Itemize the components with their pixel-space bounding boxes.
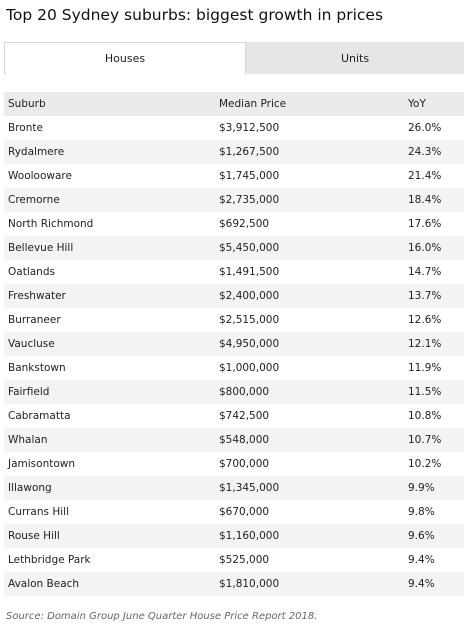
table-cell: $2,735,000 bbox=[215, 188, 404, 212]
table-cell: 16.0% bbox=[404, 236, 464, 260]
table-cell: 17.6% bbox=[408, 218, 442, 230]
table-cell: $1,267,500 bbox=[215, 140, 404, 164]
table-cell: 9.4% bbox=[408, 554, 435, 566]
table-cell: $4,950,000 bbox=[215, 332, 404, 356]
table-cell: 9.6% bbox=[404, 524, 464, 548]
table-cell: $692,500 bbox=[219, 218, 270, 230]
table-cell: 11.9% bbox=[408, 362, 442, 374]
table-cell: 26.0% bbox=[408, 122, 442, 134]
tab[interactable]: Units bbox=[246, 42, 464, 74]
table-cell: 10.2% bbox=[408, 458, 442, 470]
table-cell: Jamisontown bbox=[8, 458, 76, 470]
table-cell: Currans Hill bbox=[8, 506, 69, 518]
table-cell: Fairfield bbox=[4, 380, 215, 404]
table-row: Rydalmere $1,267,500 24.3% bbox=[4, 140, 464, 164]
table-cell: $800,000 bbox=[215, 380, 404, 404]
table-cell: 10.8% bbox=[408, 410, 442, 422]
table: Suburb Median Price YoY Bronte $3,912,500… bbox=[4, 92, 464, 596]
table-cell: $742,500 bbox=[219, 410, 270, 422]
table-cell: 11.5% bbox=[404, 380, 464, 404]
table-cell: $1,491,500 bbox=[219, 266, 280, 278]
source: Source: Domain Group June Quarter House … bbox=[6, 611, 318, 622]
table-cell: 18.4% bbox=[404, 188, 464, 212]
table-cell: 9.8% bbox=[408, 506, 435, 518]
table-cell: $2,515,000 bbox=[219, 314, 280, 326]
table-cell: $1,160,000 bbox=[215, 524, 404, 548]
table-body: Bronte $3,912,500 26.0% Rydalmere $1,267,500… bbox=[4, 116, 464, 596]
table-row: Fairfield $800,000 11.5% bbox=[4, 380, 464, 404]
table-cell: 12.6% bbox=[408, 314, 442, 326]
table-cell: Freshwater bbox=[4, 284, 215, 308]
table-cell: Cremorne bbox=[4, 188, 215, 212]
table-cell: 24.3% bbox=[404, 140, 464, 164]
table-cell: 13.7% bbox=[404, 284, 464, 308]
table-row: Bellevue Hill $5,450,000 16.0% bbox=[4, 236, 464, 260]
table-cell: Bankstown bbox=[8, 362, 66, 374]
table-row: Rouse Hill $1,160,000 9.6% bbox=[4, 524, 464, 548]
table-cell: Lethbridge Park bbox=[8, 554, 91, 566]
table-row: Cremorne $2,735,000 18.4% bbox=[4, 188, 464, 212]
table-cell: $525,000 bbox=[219, 554, 270, 566]
table-cell: $1,810,000 bbox=[215, 572, 404, 596]
table-row: Bronte $3,912,500 26.0% bbox=[4, 116, 464, 140]
table-cell: $670,000 bbox=[219, 506, 270, 518]
tab[interactable]: Houses bbox=[4, 42, 246, 74]
table-cell: 21.4% bbox=[408, 170, 442, 182]
table-row: Freshwater $2,400,000 13.7% bbox=[4, 284, 464, 308]
table-row: Jamisontown $700,000 10.2% bbox=[4, 452, 464, 476]
table-row: Avalon Beach $1,810,000 9.4% bbox=[4, 572, 464, 596]
title: Top 20 Sydney suburbs: biggest growth in… bbox=[6, 6, 384, 24]
table-row: Cabramatta $742,500 10.8% bbox=[4, 404, 464, 428]
table-row: Bankstown $1,000,000 11.9% bbox=[4, 356, 464, 380]
header-row: Suburb Median Price YoY bbox=[4, 92, 464, 116]
tab-bar: Houses Units bbox=[4, 42, 464, 74]
table-cell: Cabramatta bbox=[8, 410, 71, 422]
table-cell: Woolooware bbox=[8, 170, 72, 182]
table-cell: $5,450,000 bbox=[215, 236, 404, 260]
table-cell: Vaucluse bbox=[4, 332, 215, 356]
table-cell: $548,000 bbox=[215, 428, 404, 452]
table-cell: 9.4% bbox=[404, 572, 464, 596]
table-cell: Oatlands bbox=[8, 266, 55, 278]
table-row: Currans Hill $670,000 9.8% bbox=[4, 500, 464, 524]
header-cell: Suburb bbox=[4, 92, 215, 116]
table-row: Oatlands $1,491,500 14.7% bbox=[4, 260, 464, 284]
table-cell: $2,400,000 bbox=[215, 284, 404, 308]
table-cell: Rouse Hill bbox=[4, 524, 215, 548]
table-cell: $1,345,000 bbox=[215, 476, 404, 500]
table-cell: 14.7% bbox=[408, 266, 442, 278]
table-row: North Richmond $692,500 17.6% bbox=[4, 212, 464, 236]
table-row: Whalan $548,000 10.7% bbox=[4, 428, 464, 452]
table-cell: 9.9% bbox=[404, 476, 464, 500]
table-row: Lethbridge Park $525,000 9.4% bbox=[4, 548, 464, 572]
table-cell: $3,912,500 bbox=[219, 122, 280, 134]
table-cell: Whalan bbox=[4, 428, 215, 452]
table-row: Vaucluse $4,950,000 12.1% bbox=[4, 332, 464, 356]
table-cell: 10.7% bbox=[404, 428, 464, 452]
table-cell: 12.1% bbox=[404, 332, 464, 356]
table-cell: $1,000,000 bbox=[219, 362, 280, 374]
table-row: Illawong $1,345,000 9.9% bbox=[4, 476, 464, 500]
table-cell: Avalon Beach bbox=[4, 572, 215, 596]
header-cell: Median Price bbox=[215, 92, 404, 116]
table-cell: North Richmond bbox=[8, 218, 94, 230]
table-row: Burraneer $2,515,000 12.6% bbox=[4, 308, 464, 332]
table-cell: Bellevue Hill bbox=[4, 236, 215, 260]
table-cell: $700,000 bbox=[219, 458, 270, 470]
table-cell: Bronte bbox=[8, 122, 43, 134]
header-cell: YoY bbox=[404, 92, 464, 116]
table-cell: $1,745,000 bbox=[219, 170, 280, 182]
table-cell: Illawong bbox=[4, 476, 215, 500]
table-cell: Burraneer bbox=[8, 314, 61, 326]
table-row: Woolooware $1,745,000 21.4% bbox=[4, 164, 464, 188]
table-cell: Rydalmere bbox=[4, 140, 215, 164]
